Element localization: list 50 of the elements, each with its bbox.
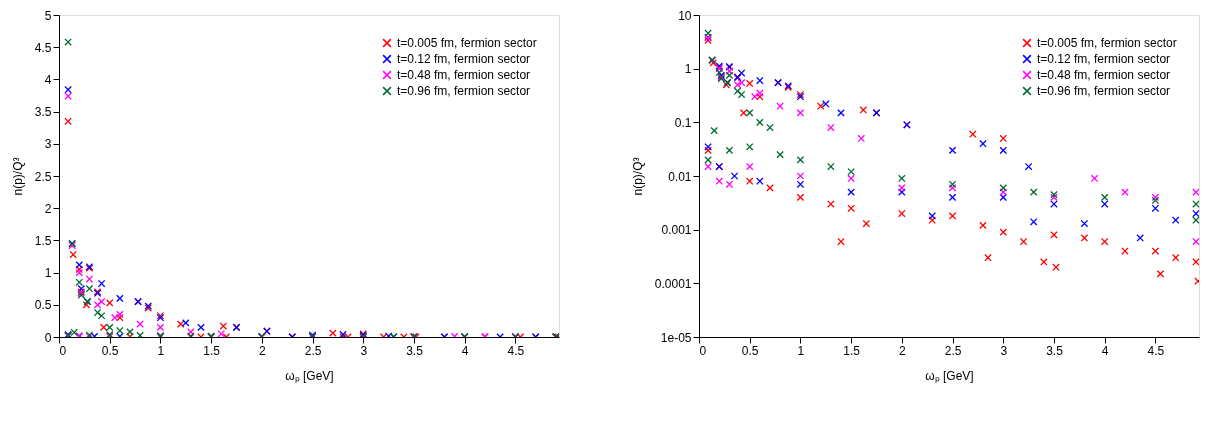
legend-label: t=0.96 fm, fermion sector [1037, 84, 1171, 98]
y-tick-label: 3.5 [34, 105, 52, 120]
x-tick-label: 2 [259, 343, 266, 358]
y-tick-label: 0 [44, 330, 52, 345]
y-tick-label: 1e-05 [660, 330, 692, 345]
y-tick-label: 1 [684, 62, 692, 77]
x-tick-label: 1 [797, 343, 805, 358]
y-tick-label: 0.1 [674, 115, 692, 130]
legend-label: t=0.48 fm, fermion sector [1037, 68, 1171, 82]
legend-label: t=0.12 fm, fermion sector [1037, 52, 1171, 66]
x-tick-label: 2.5 [944, 343, 962, 358]
x-tick-label: 3.5 [1046, 343, 1064, 358]
x-tick-label: 0 [699, 343, 707, 358]
x-tick-label: 4.5 [1147, 343, 1165, 358]
y-tick-label: 4.5 [34, 40, 52, 55]
x-tick-label: 3 [1000, 343, 1008, 358]
x-tick-label: 3.5 [406, 343, 424, 358]
y-tick-label: 5 [44, 8, 52, 23]
x-tick-label: 0.5 [101, 343, 119, 358]
x-tick-label: 0 [59, 343, 67, 358]
y-tick-label: 1.5 [34, 233, 52, 248]
y-tick-label: 1 [44, 266, 52, 281]
y-tick-label: 0.5 [34, 298, 52, 313]
x-axis-title: ωₚ [GeV] [925, 368, 974, 383]
y-tick-label: 0.0001 [654, 276, 692, 291]
x-tick-label: 1.5 [843, 343, 861, 358]
y-tick-label: 3 [44, 137, 52, 152]
x-tick-label: 3 [360, 343, 368, 358]
x-tick-label: 4 [1101, 343, 1109, 358]
legend-label: t=0.005 fm, fermion sector [397, 36, 537, 50]
y-tick-label: 0.01 [668, 169, 692, 184]
legend-label: t=0.48 fm, fermion sector [397, 68, 531, 82]
x-tick-label: 1 [157, 343, 165, 358]
legend-label: t=0.12 fm, fermion sector [397, 52, 531, 66]
x-tick-label: 2 [899, 343, 906, 358]
y-tick-label: 4 [44, 72, 52, 87]
y-axis-title: n(p)/Q³ [10, 157, 25, 196]
y-tick-label: 10 [678, 8, 692, 23]
y-tick-label: 2 [44, 201, 52, 216]
legend-label: t=0.005 fm, fermion sector [1037, 36, 1177, 50]
x-tick-label: 0.5 [741, 343, 759, 358]
x-axis-title: ωₚ [GeV] [285, 368, 334, 383]
x-tick-label: 2.5 [304, 343, 322, 358]
x-tick-label: 1.5 [203, 343, 221, 358]
x-tick-label: 4.5 [507, 343, 525, 358]
x-tick-label: 4 [461, 343, 469, 358]
y-tick-label: 2.5 [34, 169, 52, 184]
y-tick-label: 0.001 [661, 223, 692, 238]
y-axis-title: n(p)/Q³ [630, 157, 645, 196]
legend-label: t=0.96 fm, fermion sector [397, 84, 531, 98]
